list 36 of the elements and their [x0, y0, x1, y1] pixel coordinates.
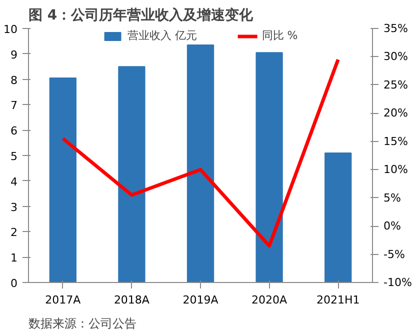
source-note: 数据来源：公司公告	[28, 316, 136, 330]
legend-label: 营业收入 亿元	[127, 28, 197, 43]
y-tick-label: 4	[10, 175, 18, 188]
y-tick-label: 6	[10, 124, 18, 138]
y2-tick-label: 25%	[384, 78, 408, 92]
x-tick-label: 2021H1	[316, 294, 360, 306]
y2-tick-label: -5%	[384, 248, 405, 261]
y-tick-label: 10	[4, 23, 18, 36]
y2-tick-label: -10%	[384, 276, 412, 289]
bar	[49, 78, 76, 282]
y-tick-label: 1	[10, 252, 18, 265]
legend-label: 同比 %	[262, 28, 298, 43]
y2-tick-label: 35%	[384, 22, 408, 35]
y2-tick-label: 15%	[384, 134, 408, 148]
y-tick-label: 8	[10, 74, 18, 87]
y2-tick-label: 20%	[384, 106, 408, 120]
y-tick-label: 2	[10, 226, 18, 240]
x-tick-label: 2019A	[182, 294, 219, 306]
x-tick-label: 2018A	[114, 294, 150, 306]
bar	[118, 66, 146, 282]
line-series	[61, 58, 340, 248]
y2-tick-label: 0%	[384, 220, 401, 233]
bar	[256, 52, 283, 282]
x-tick-label: 2017A	[45, 294, 82, 306]
y2-tick-label: 5%	[384, 191, 401, 204]
y-tick-label: 0	[10, 277, 18, 290]
bar	[186, 44, 214, 282]
y-tick-label: 3	[10, 200, 18, 214]
y2-tick-label: 10%	[384, 163, 408, 176]
y-tick-label: 9	[10, 48, 18, 62]
chart-title: 图 4：公司历年营业收入及增速变化	[28, 6, 254, 24]
y2-tick-label: 30%	[384, 50, 408, 64]
y-tick-label: 7	[10, 99, 18, 112]
y-tick-label: 5	[10, 150, 18, 163]
bar	[324, 152, 352, 282]
x-tick-label: 2020A	[252, 294, 288, 306]
